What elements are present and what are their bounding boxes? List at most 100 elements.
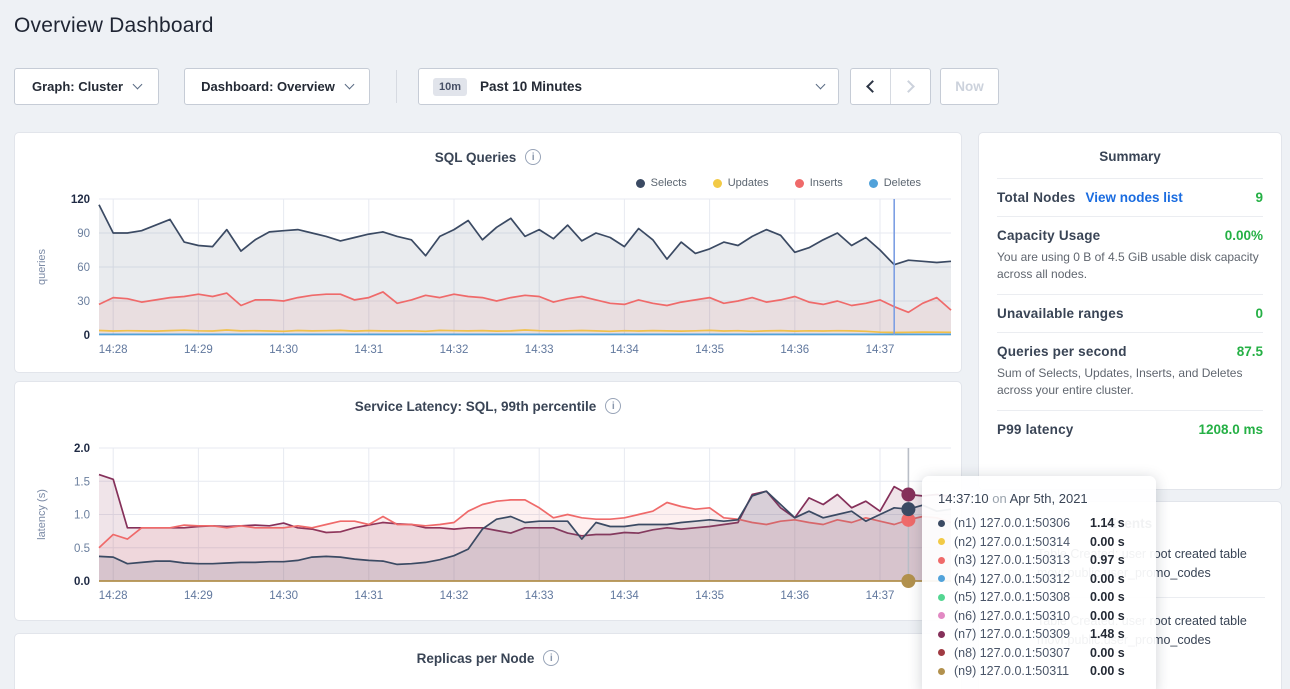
- svg-text:queries: queries: [36, 248, 48, 285]
- summary-label: Capacity Usage: [997, 228, 1100, 243]
- svg-text:14:34: 14:34: [610, 344, 639, 356]
- tooltip-node-row: (n1) 127.0.0.1:50306 1.14 s: [938, 514, 1140, 533]
- chevron-down-icon: [344, 80, 354, 90]
- tooltip-node-row: (n2) 127.0.0.1:503140.00 s: [938, 533, 1140, 552]
- summary-value: 87.5: [1237, 344, 1263, 359]
- summary-value: 0: [1255, 306, 1263, 321]
- sql-queries-chart[interactable]: 14:2814:2914:3014:3114:3214:3314:3414:35…: [15, 185, 963, 371]
- chevron-down-icon: [816, 80, 826, 90]
- svg-text:1.5: 1.5: [74, 476, 90, 488]
- chart-title: Replicas per Node: [417, 651, 535, 666]
- svg-text:14:34: 14:34: [610, 590, 639, 602]
- node-latency-value: 1.14 s: [1090, 516, 1140, 530]
- svg-text:14:33: 14:33: [525, 344, 554, 356]
- node-latency-value: 0.00 s: [1090, 572, 1140, 586]
- summary-value: 0.00%: [1225, 228, 1263, 243]
- summary-row-capacity: Capacity Usage 0.00% You are using 0 B o…: [997, 216, 1263, 294]
- summary-value: 1208.0 ms: [1198, 422, 1263, 437]
- view-nodes-list-link[interactable]: View nodes list: [1085, 190, 1182, 205]
- tooltip-node-row: (n9) 127.0.0.1:50311 0.00 s: [938, 662, 1140, 681]
- svg-text:14:32: 14:32: [440, 344, 469, 356]
- svg-text:14:33: 14:33: [525, 590, 554, 602]
- svg-text:0.5: 0.5: [74, 543, 90, 555]
- summary-label: Unavailable ranges: [997, 306, 1124, 321]
- time-next-button[interactable]: [890, 69, 930, 104]
- node-latency-value: 0.00 s: [1090, 590, 1140, 604]
- svg-text:0.0: 0.0: [74, 576, 90, 588]
- svg-text:2.0: 2.0: [74, 443, 90, 455]
- svg-text:14:31: 14:31: [354, 590, 383, 602]
- service-latency-chart[interactable]: 14:2814:2914:3014:3114:3214:3314:3414:35…: [15, 431, 963, 619]
- tooltip-node-row: (n8) 127.0.0.1:50307 0.00 s: [938, 644, 1140, 663]
- svg-text:1.0: 1.0: [74, 510, 90, 522]
- tooltip-node-row: (n7) 127.0.0.1:503091.48 s: [938, 625, 1140, 644]
- svg-text:14:37: 14:37: [866, 590, 895, 602]
- summary-row-unavailable: Unavailable ranges 0: [997, 294, 1263, 332]
- summary-row-p99: P99 latency 1208.0 ms: [997, 410, 1263, 448]
- chart-tooltip: 14:37:10 on Apr 5th, 2021 (n1) 127.0.0.1…: [922, 476, 1156, 689]
- controls-divider: [396, 70, 397, 103]
- node-address: (n4) 127.0.0.1:50312: [954, 572, 1070, 586]
- svg-text:0: 0: [84, 330, 90, 342]
- node-latency-value: 0.00 s: [1090, 535, 1140, 549]
- sql-queries-card: SQL Queries i SelectsUpdatesInsertsDelet…: [14, 132, 962, 373]
- node-address: (n9) 127.0.0.1:50311: [954, 664, 1069, 678]
- tooltip-timestamp: 14:37:10 on Apr 5th, 2021: [938, 491, 1140, 506]
- tooltip-rows: (n1) 127.0.0.1:50306 1.14 s (n2) 127.0.0.1…: [938, 514, 1140, 681]
- tooltip-on: on: [992, 491, 1006, 506]
- node-dot-icon: [938, 631, 945, 638]
- svg-text:14:29: 14:29: [184, 344, 213, 356]
- info-icon[interactable]: i: [525, 149, 541, 165]
- node-latency-value: 1.48 s: [1090, 627, 1140, 641]
- summary-row-total-nodes: Total Nodes View nodes list 9: [997, 178, 1263, 216]
- node-address: (n5) 127.0.0.1:50308: [954, 590, 1070, 604]
- svg-text:14:37: 14:37: [866, 344, 895, 356]
- tooltip-date: Apr 5th, 2021: [1010, 491, 1088, 506]
- tooltip-node-row: (n3) 127.0.0.1:50313 0.97 s: [938, 551, 1140, 570]
- svg-text:30: 30: [77, 296, 90, 308]
- time-range-selector[interactable]: 10m Past 10 Minutes: [418, 68, 839, 105]
- replicas-per-node-card: Replicas per Node i: [14, 633, 962, 689]
- svg-text:latency (s): latency (s): [36, 489, 48, 540]
- node-latency-value: 0.00 s: [1090, 664, 1140, 678]
- svg-text:14:28: 14:28: [99, 590, 128, 602]
- summary-desc: You are using 0 B of 4.5 GiB usable disk…: [997, 249, 1263, 283]
- graph-dropdown-label: Graph: Cluster: [32, 79, 123, 94]
- chevron-left-icon: [866, 80, 879, 93]
- time-range-label: Past 10 Minutes: [480, 79, 582, 94]
- info-icon[interactable]: i: [605, 398, 621, 414]
- node-dot-icon: [938, 575, 945, 582]
- node-dot-icon: [938, 649, 945, 656]
- page-title: Overview Dashboard: [14, 14, 214, 38]
- node-dot-icon: [938, 668, 945, 675]
- chart-title: Service Latency: SQL, 99th percentile: [355, 399, 597, 414]
- graph-dropdown[interactable]: Graph: Cluster: [14, 68, 159, 105]
- node-address: (n1) 127.0.0.1:50306: [954, 516, 1070, 530]
- node-address: (n3) 127.0.0.1:50313: [954, 553, 1070, 567]
- summary-title: Summary: [997, 149, 1263, 164]
- time-step-buttons: [850, 68, 931, 105]
- svg-text:120: 120: [71, 194, 90, 206]
- chevron-down-icon: [133, 80, 143, 90]
- node-dot-icon: [938, 557, 945, 564]
- node-latency-value: 0.00 s: [1090, 646, 1140, 660]
- svg-text:14:35: 14:35: [695, 590, 724, 602]
- info-icon[interactable]: i: [543, 650, 559, 666]
- node-latency-value: 0.00 s: [1090, 609, 1140, 623]
- svg-text:14:30: 14:30: [269, 344, 298, 356]
- svg-text:14:30: 14:30: [269, 590, 298, 602]
- svg-text:14:29: 14:29: [184, 590, 213, 602]
- node-address: (n8) 127.0.0.1:50307: [954, 646, 1070, 660]
- node-latency-value: 0.97 s: [1090, 553, 1140, 567]
- chevron-right-icon: [902, 80, 915, 93]
- svg-text:14:31: 14:31: [354, 344, 383, 356]
- dashboard-dropdown-label: Dashboard: Overview: [201, 79, 335, 94]
- node-dot-icon: [938, 520, 945, 527]
- svg-text:14:36: 14:36: [780, 344, 809, 356]
- node-dot-icon: [938, 594, 945, 601]
- now-button[interactable]: Now: [940, 68, 999, 105]
- service-latency-card: Service Latency: SQL, 99th percentile i …: [14, 381, 962, 621]
- dashboard-dropdown[interactable]: Dashboard: Overview: [184, 68, 370, 105]
- time-prev-button[interactable]: [851, 69, 890, 104]
- time-range-badge: 10m: [433, 78, 467, 96]
